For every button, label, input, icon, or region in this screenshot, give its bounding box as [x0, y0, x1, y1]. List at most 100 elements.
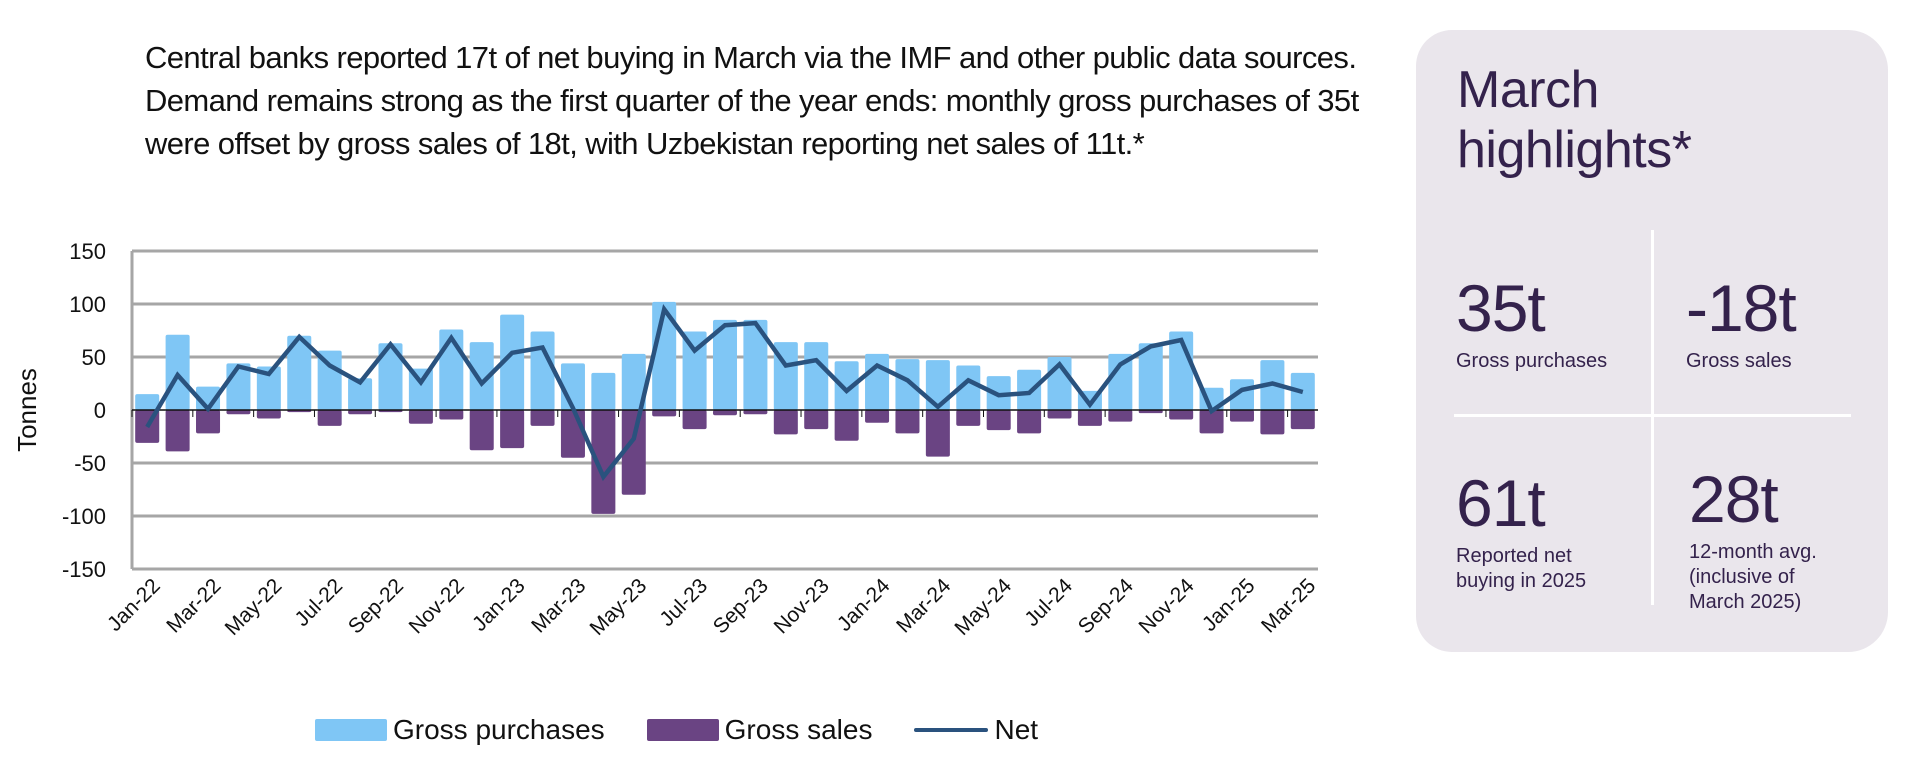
gross-sales-swatch [646, 719, 719, 741]
gross-purchases-bar [135, 394, 160, 410]
gross-sales-bar [165, 410, 190, 452]
y-tick-label: -150 [62, 557, 106, 582]
chart-legend: Gross purchases Gross sales Net [315, 712, 1080, 748]
gross-purchases-bar [925, 360, 950, 410]
gross-purchases-bar [895, 359, 920, 410]
gross-purchases-bar [956, 365, 981, 410]
x-tick-label: Jan-22 [103, 574, 165, 636]
y-tick-label: 100 [69, 292, 106, 317]
gross-sales-bar [408, 410, 433, 424]
bars [135, 301, 1315, 514]
gross-sales-bar [1047, 410, 1072, 419]
gross-sales-bar [1108, 410, 1133, 422]
x-tick-label: Mar-25 [1257, 574, 1320, 637]
x-tick-label: Sep-23 [709, 574, 773, 638]
gross-purchases-bar [712, 319, 738, 410]
gross-sales-bar [1169, 410, 1194, 420]
gross-purchases-bar [804, 342, 829, 410]
x-tick-label: Nov-22 [405, 574, 469, 638]
gross-sales-bar [1260, 410, 1285, 435]
gross-purchases-swatch [315, 719, 387, 741]
gross-sales-bar [773, 410, 798, 435]
march-highlights-panel: March highlights* 35t Gross purchases -1… [1416, 30, 1888, 652]
stat-gross-purchases: 35t Gross purchases [1456, 275, 1607, 374]
y-tick-label: -50 [74, 451, 106, 476]
panel-title-line2: highlights* [1457, 121, 1692, 179]
gross-sales-bar [1290, 410, 1315, 430]
x-tick-label: Sep-22 [344, 574, 408, 638]
gross-sales-bar [682, 410, 707, 430]
gross-purchases-bar [865, 353, 890, 410]
gross-sales-bar [196, 410, 221, 434]
intro-paragraph: Central banks reported 17t of net buying… [145, 40, 1359, 161]
horizontal-divider [1454, 414, 1851, 417]
gross-sales-bar [1077, 410, 1102, 426]
gross-purchases-bar [682, 331, 707, 410]
gross-purchases-bar [1017, 369, 1042, 410]
x-tick-label: Mar-22 [162, 574, 225, 637]
stat-value: 28t [1689, 462, 1779, 536]
gross-sales-bar [1138, 410, 1163, 414]
gross-sales-bar [865, 410, 890, 423]
gross-purchases-bar [621, 353, 646, 410]
gross-purchases-bar [469, 342, 494, 410]
gross-purchases-bar [1138, 343, 1163, 410]
gross-sales-bar [530, 410, 555, 426]
legend-label-gross-purchases: Gross purchases [393, 714, 605, 745]
gross-sales-bar [1199, 410, 1224, 434]
gross-purchases-bar [317, 350, 342, 410]
gross-purchases-bar [1108, 353, 1133, 410]
stat-value: -18t [1686, 271, 1797, 345]
gross-purchases-bar [834, 361, 859, 410]
stat-label: Gross purchases [1456, 350, 1608, 372]
y-axis-label: Tonnes [12, 368, 42, 452]
legend-label-gross-sales: Gross sales [724, 714, 873, 745]
gross-sales-bar [560, 410, 585, 458]
gross-sales-bar [226, 410, 251, 415]
gross-sales-bar [348, 410, 373, 415]
stat-12-month-average: 28t 12-month avg. (inclusive of March 20… [1689, 466, 1817, 615]
gross-purchases-bar [591, 372, 616, 410]
gross-purchases-bar [500, 314, 525, 410]
gross-purchases-bar [256, 366, 281, 410]
y-tick-label: 150 [69, 239, 106, 264]
gross-sales-bar [469, 410, 494, 451]
gross-purchases-bar [743, 319, 768, 410]
x-tick-label: Nov-23 [770, 574, 834, 638]
gross-purchases-bar [287, 335, 312, 410]
gross-purchases-bar [530, 331, 555, 410]
y-tick-label: -100 [62, 504, 106, 529]
x-tick-label: Jan-24 [833, 574, 895, 636]
gross-sales-bar [317, 410, 342, 426]
x-tick-label: May-24 [950, 574, 1016, 640]
gross-sales-bar [743, 410, 768, 415]
stat-label: Reported net buying in 2025 [1456, 545, 1587, 592]
gross-sales-bar [652, 410, 677, 417]
gross-sales-bar [712, 410, 738, 416]
net-line-swatch [914, 728, 989, 732]
x-tick-label: Nov-24 [1135, 574, 1199, 638]
panel-title-line1: March [1457, 61, 1599, 119]
x-tick-label: Mar-24 [892, 574, 956, 638]
gross-sales-bar [591, 410, 616, 514]
legend-label-net: Net [994, 714, 1039, 745]
x-tick-label: Jul-24 [1020, 574, 1077, 631]
x-tick-label: May-22 [221, 574, 287, 640]
gross-sales-bar [621, 410, 646, 495]
x-tick-label: Jan-23 [468, 574, 530, 636]
y-axis-ticks: 150 100 50 0 -50 -100 -150 [62, 239, 106, 582]
x-tick-label: Jul-22 [290, 574, 347, 631]
stat-label: 12-month avg. (inclusive of March 2025) [1689, 541, 1817, 613]
gross-sales-bar [895, 410, 920, 434]
central-bank-demand-chart: 150 100 50 0 -50 -100 -150 Tonnes Jan-22Mar-22… [12, 239, 1320, 640]
gross-purchases-bar [408, 368, 433, 410]
gross-purchases-bar [348, 378, 373, 410]
x-tick-label: Jul-23 [655, 574, 712, 631]
axes [130, 251, 1318, 569]
legend-item-gross-sales: Gross sales [646, 714, 873, 746]
gross-sales-bar [256, 410, 281, 419]
y-tick-label: 50 [82, 345, 106, 370]
x-tick-label: May-23 [586, 574, 652, 640]
legend-item-gross-purchases: Gross purchases [315, 714, 605, 746]
